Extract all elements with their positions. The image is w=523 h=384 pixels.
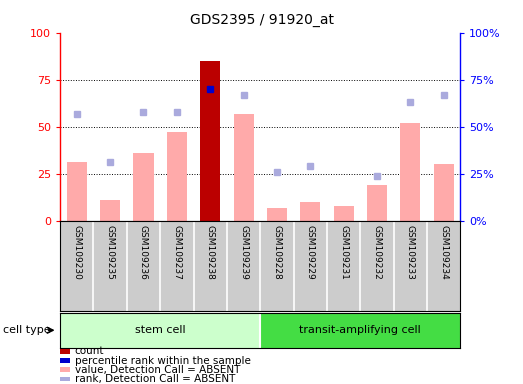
- Bar: [100, 200, 120, 221]
- Text: value, Detection Call = ABSENT: value, Detection Call = ABSENT: [75, 365, 240, 375]
- Text: percentile rank within the sample: percentile rank within the sample: [75, 356, 251, 366]
- Bar: [133, 153, 154, 221]
- Bar: [60, 313, 260, 348]
- Bar: [300, 202, 320, 221]
- Bar: [434, 164, 453, 221]
- Text: GSM109232: GSM109232: [372, 225, 381, 280]
- Bar: [260, 313, 460, 348]
- Bar: [267, 208, 287, 221]
- Text: GSM109238: GSM109238: [206, 225, 214, 280]
- Text: stem cell: stem cell: [135, 325, 186, 335]
- Bar: [334, 206, 354, 221]
- Text: GSM109230: GSM109230: [72, 225, 81, 280]
- Text: GSM109229: GSM109229: [306, 225, 315, 280]
- Text: cell type: cell type: [3, 325, 50, 335]
- Bar: [167, 132, 187, 221]
- Bar: [67, 162, 87, 221]
- Text: GSM109237: GSM109237: [173, 225, 181, 280]
- Text: GSM109234: GSM109234: [439, 225, 448, 280]
- Bar: [367, 185, 387, 221]
- Bar: [400, 123, 420, 221]
- Text: GSM109231: GSM109231: [339, 225, 348, 280]
- Text: transit-amplifying cell: transit-amplifying cell: [299, 325, 421, 335]
- Bar: [200, 61, 220, 221]
- Text: rank, Detection Call = ABSENT: rank, Detection Call = ABSENT: [75, 374, 235, 384]
- Text: count: count: [75, 346, 104, 356]
- Text: GSM109236: GSM109236: [139, 225, 148, 280]
- Text: GSM109228: GSM109228: [272, 225, 281, 280]
- Text: GSM109239: GSM109239: [239, 225, 248, 280]
- Text: GDS2395 / 91920_at: GDS2395 / 91920_at: [189, 13, 334, 27]
- Text: GSM109235: GSM109235: [106, 225, 115, 280]
- Bar: [233, 114, 254, 221]
- Text: GSM109233: GSM109233: [406, 225, 415, 280]
